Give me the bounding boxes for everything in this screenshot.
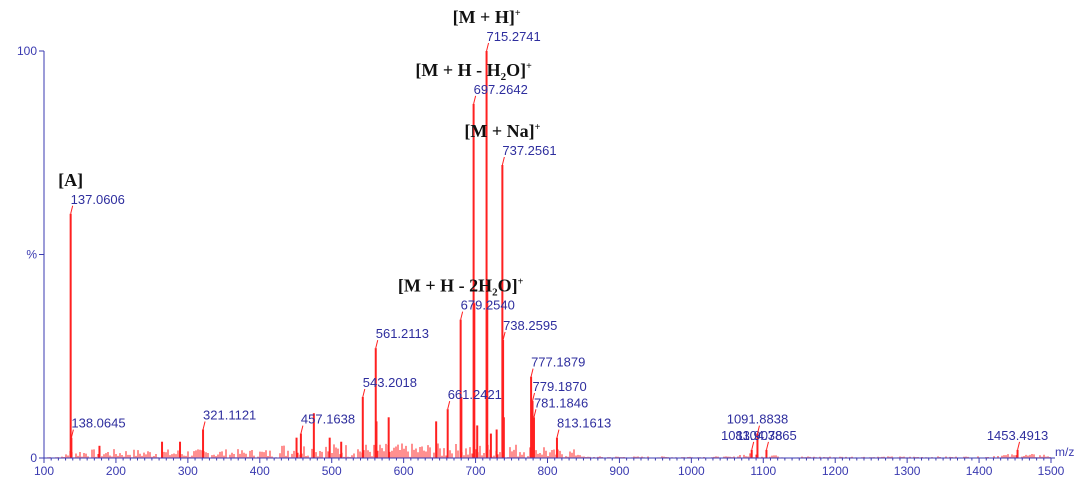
x-tick-label: 1100 — [750, 464, 776, 478]
ion-annotation: [M + H]+ — [453, 7, 521, 27]
x-tick-label: 500 — [322, 464, 342, 478]
peak-label: 813.1613 — [557, 416, 611, 431]
axes: 100 200 300 400 500 600 700 800 900 1000 1100 1200 1… — [17, 44, 1074, 478]
peak-leader-line — [460, 311, 464, 320]
peak-leader-line — [375, 339, 379, 349]
x-axis-label: m/z — [1055, 445, 1074, 459]
y-tick-label: % — [26, 248, 37, 262]
peak-leader-line — [502, 331, 506, 341]
ion-annotation: [M + H - H2O]+ — [415, 60, 532, 83]
peak-leader-line — [530, 368, 534, 377]
peak-label: 321.1121 — [203, 408, 256, 423]
peak-label: 1083.9078 — [721, 428, 782, 443]
peak-label: 679.2540 — [461, 298, 515, 313]
x-tick-label: 600 — [394, 464, 414, 478]
peak-leader-line — [70, 429, 74, 438]
x-tick-label: 1300 — [894, 464, 921, 478]
peak-label: 138.0645 — [71, 416, 125, 431]
peak-leader-line — [362, 388, 366, 398]
peak-label: 1104.3865 — [736, 428, 797, 443]
peak-leader-line — [533, 409, 537, 418]
peak-leader-line — [556, 429, 560, 438]
x-tick-label: 1400 — [966, 464, 993, 478]
ion-annotation: [M + H - 2H2O]+ — [398, 276, 524, 299]
ion-annotations: [A] [M + H - 2H2O]+ [M + H - H2O]+ [M + H]+… — [58, 7, 540, 299]
ion-annotation: [M + Na]+ — [464, 121, 540, 141]
peak-label: 737.2561 — [502, 143, 556, 158]
peak-label: 137.0606 — [71, 192, 125, 207]
peak-label: 561.2113 — [376, 326, 429, 341]
x-tick-label: 800 — [537, 464, 557, 478]
x-tick-label: 1200 — [822, 464, 849, 478]
peak-label: 1453.4913 — [987, 428, 1048, 443]
x-tick-label: 900 — [609, 464, 629, 478]
peak-label: 715.2741 — [487, 29, 541, 44]
baseline-noise — [47, 443, 1051, 458]
peak-label: 697.2642 — [474, 82, 528, 97]
x-tick-label: 1000 — [678, 464, 705, 478]
x-tick-label: 1500 — [1038, 464, 1065, 478]
peaks-layer — [69, 51, 1019, 458]
peak-leader-line — [751, 441, 755, 450]
peak-label: 781.1846 — [534, 395, 588, 410]
peak-label: 777.1879 — [531, 355, 585, 370]
y-tick-label: 0 — [30, 451, 37, 465]
peak-label: 661.2421 — [448, 387, 502, 402]
peak-leader-line — [473, 95, 477, 105]
peak-leader-line — [486, 42, 490, 52]
peak-label: 779.1870 — [533, 379, 587, 394]
peak-labels: 137.0606 138.0645 321.1121 457.1638 543.2018… — [70, 29, 1048, 450]
peak-leader-line — [447, 401, 451, 410]
peak-leader-line — [1017, 441, 1021, 450]
x-tick-label: 400 — [250, 464, 270, 478]
ion-annotation: [A] — [58, 170, 83, 190]
x-tick-label: 700 — [466, 464, 486, 478]
x-tick-label: 100 — [34, 464, 54, 478]
peak-label: 738.2595 — [503, 318, 557, 333]
peak-leader-line — [501, 156, 505, 166]
peak-leader-line — [532, 392, 536, 402]
x-tick-label: 200 — [106, 464, 126, 478]
peak-leader-line — [765, 441, 769, 450]
peak-label: 543.2018 — [363, 375, 417, 390]
peak-leader-line — [202, 421, 206, 430]
peak-leader-line — [70, 205, 74, 214]
y-tick-label: 100 — [17, 44, 37, 58]
peak-leader-line — [300, 425, 304, 434]
peak-label: 1091.8838 — [727, 412, 788, 427]
peak-leader-line — [756, 425, 760, 434]
peak-label: 457.1638 — [301, 412, 355, 427]
x-tick-label: 300 — [178, 464, 198, 478]
